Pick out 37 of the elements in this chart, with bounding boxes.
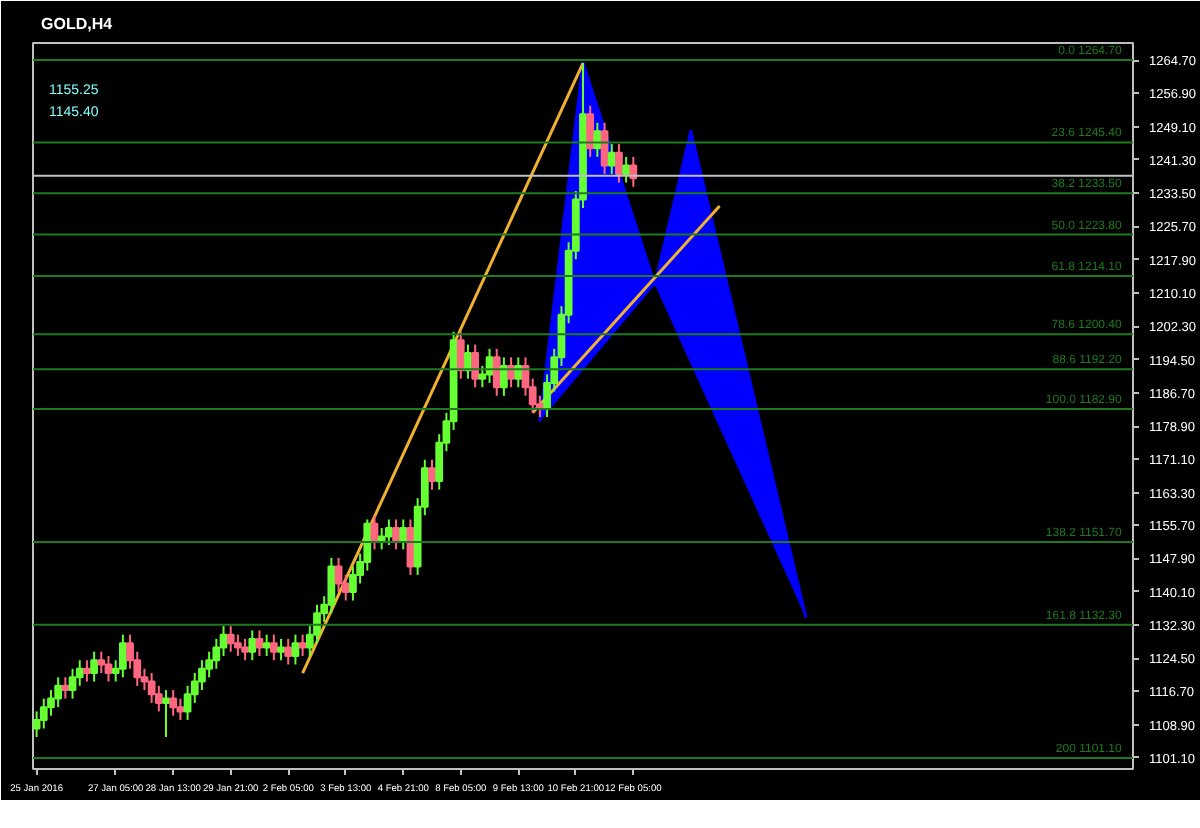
candlestick [39, 697, 48, 730]
candlestick [277, 637, 285, 662]
candlestick [291, 633, 300, 666]
candlestick [176, 697, 185, 721]
candlestick [471, 343, 480, 389]
candlestick [118, 633, 127, 679]
candlestick [385, 518, 393, 547]
candlestick [68, 667, 77, 700]
candlestick [262, 633, 271, 657]
candlestick [241, 637, 249, 662]
candlestick [586, 104, 595, 158]
candlestick [399, 518, 408, 551]
candlestick [90, 650, 98, 683]
candlestick [104, 654, 113, 683]
candlestick [147, 672, 156, 704]
candlestick [61, 676, 70, 700]
candlestick [615, 143, 623, 184]
candlestick [269, 633, 278, 662]
candlestick [629, 155, 638, 188]
candlestick [327, 556, 336, 615]
candlestick [97, 650, 106, 675]
candlestick [169, 689, 178, 717]
candlestick [514, 356, 523, 389]
candlestick [334, 556, 343, 593]
candlestick [234, 633, 242, 657]
candlestick [298, 633, 307, 657]
candlestick [622, 155, 631, 184]
candlestick [83, 659, 91, 683]
candlestick [54, 676, 63, 709]
candlestick [226, 625, 235, 653]
candlestick [162, 689, 170, 739]
candlestick [428, 458, 436, 491]
candlestick [284, 637, 293, 666]
candlestick [456, 330, 465, 380]
candlestick [248, 629, 257, 662]
chart-title: GOLD,H4 [41, 15, 114, 33]
candlestick [255, 629, 264, 657]
